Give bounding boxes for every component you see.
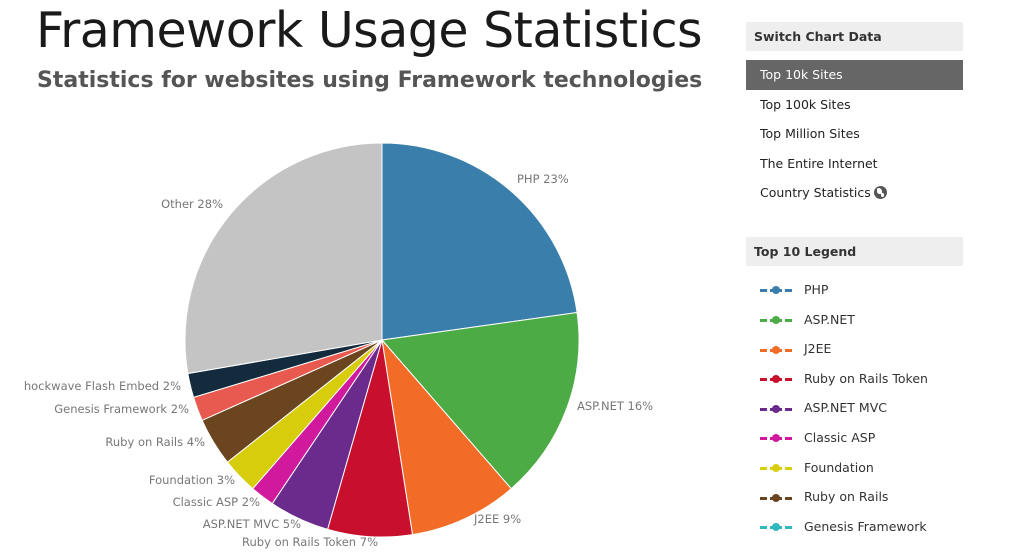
- legend-item[interactable]: J2EE: [746, 334, 963, 364]
- legend-list: PHP ASP.NET J2EE Ruby on Rails Token ASP.NET…: [746, 275, 963, 541]
- legend-item[interactable]: Ruby on Rails Token: [746, 364, 963, 394]
- legend-item-label: ASP.NET: [804, 311, 855, 327]
- globe-icon: [873, 186, 887, 200]
- pie-slice-php[interactable]: [381, 142, 578, 341]
- legend-item-label: PHP: [804, 281, 829, 297]
- pie-slice-j2ee[interactable]: [381, 338, 512, 536]
- slice-label: Foundation 3%: [149, 473, 235, 487]
- legend-item-label: Ruby on Rails: [804, 489, 889, 505]
- legend-item[interactable]: PHP: [746, 275, 963, 305]
- legend-item[interactable]: Genesis Framework: [746, 512, 963, 542]
- slice-label: ASP.NET 16%: [577, 399, 653, 413]
- slice-label: Ruby on Rails 4%: [105, 435, 205, 449]
- switch-item-entire-internet[interactable]: The Entire Internet: [746, 149, 963, 179]
- legend-item-label: Foundation: [804, 459, 874, 475]
- legend-swatch-icon: [760, 493, 792, 503]
- legend-swatch-icon: [760, 404, 792, 414]
- page-title: Framework Usage Statistics: [36, 2, 703, 59]
- legend-item[interactable]: Classic ASP: [746, 423, 963, 453]
- legend-swatch-icon: [760, 315, 792, 325]
- legend-swatch-icon: [760, 345, 792, 355]
- pie-slice-other[interactable]: [184, 142, 383, 375]
- top-10-legend-panel: Top 10 Legend PHP ASP.NET J2EE Ruby on Rail…: [746, 236, 963, 541]
- switch-item-country-statistics[interactable]: Country Statistics: [746, 178, 963, 208]
- switch-item-label: Top 10k Sites: [760, 67, 843, 82]
- slice-label: ASP.NET MVC 5%: [203, 517, 301, 531]
- slice-label: Ruby on Rails Token 7%: [242, 535, 378, 549]
- switch-chart-data-list: Top 10k Sites Top 100k Sites Top Million…: [746, 60, 963, 208]
- switch-item-top-million[interactable]: Top Million Sites: [746, 119, 963, 149]
- legend-item-label: ASP.NET MVC: [804, 400, 887, 416]
- pie-labels: PHP 23% ASP.NET 16% J2EE 9% Ruby on Rails T…: [24, 172, 653, 549]
- legend-swatch-icon: [760, 522, 792, 532]
- slice-label: PHP 23%: [517, 172, 569, 186]
- slice-label: Classic ASP 2%: [173, 495, 261, 509]
- pie-slice-asp-net[interactable]: [381, 311, 580, 490]
- pie-chart: PHP 23% ASP.NET 16% J2EE 9% Ruby on Rails T…: [24, 142, 653, 549]
- switch-chart-data-header: Switch Chart Data: [746, 22, 963, 51]
- switch-item-top-100k[interactable]: Top 100k Sites: [746, 90, 963, 120]
- legend-swatch-icon: [760, 285, 792, 295]
- legend-item[interactable]: ASP.NET MVC: [746, 393, 963, 423]
- legend-item-label: Genesis Framework: [804, 518, 927, 534]
- slice-label: Genesis Framework 2%: [54, 402, 189, 416]
- pie-slices: [184, 142, 580, 538]
- legend-item-label: Classic ASP: [804, 429, 876, 445]
- slice-label: Other 28%: [161, 197, 223, 211]
- legend-item[interactable]: Ruby on Rails: [746, 482, 963, 512]
- switch-item-label: Top 100k Sites: [760, 96, 851, 112]
- page-subtitle: Statistics for websites using Framework …: [37, 68, 703, 93]
- sidebar: Switch Chart Data Top 10k Sites Top 100k…: [746, 22, 963, 541]
- legend-swatch-icon: [760, 433, 792, 443]
- switch-item-label: Top Million Sites: [760, 126, 860, 142]
- top-10-legend-header: Top 10 Legend: [746, 236, 963, 266]
- legend-item-label: J2EE: [804, 341, 832, 357]
- slice-label: J2EE 9%: [473, 512, 521, 526]
- switch-item-top-10k[interactable]: Top 10k Sites: [746, 60, 963, 90]
- slice-label: hockwave Flash Embed 2%: [24, 379, 181, 393]
- switch-chart-data-panel: Switch Chart Data Top 10k Sites Top 100k…: [746, 22, 963, 208]
- legend-item-label: Ruby on Rails Token: [804, 370, 928, 386]
- legend-swatch-icon: [760, 374, 792, 384]
- legend-item[interactable]: Foundation: [746, 453, 963, 483]
- legend-item[interactable]: ASP.NET: [746, 305, 963, 335]
- switch-item-label: The Entire Internet: [760, 155, 878, 171]
- legend-swatch-icon: [760, 463, 792, 473]
- switch-item-label: Country Statistics: [760, 185, 871, 201]
